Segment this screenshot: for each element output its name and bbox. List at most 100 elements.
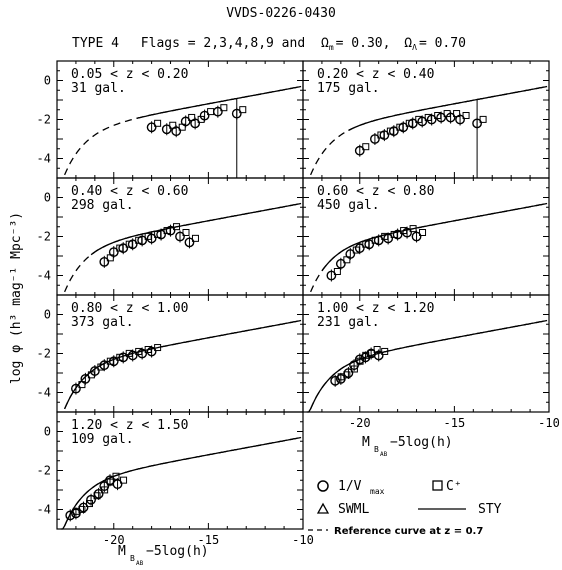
vmax-point [326, 270, 337, 281]
vmax-point [402, 227, 412, 238]
panel-ticks [302, 60, 550, 179]
omega-l-value: = 0.70 [419, 36, 466, 51]
cplus-point [120, 476, 128, 484]
x-label-left-main: M [118, 544, 126, 559]
legend-swml-label: SWML [338, 502, 369, 517]
vmax-point [335, 258, 346, 269]
x-axis-label-right: M B AB −5log(h) [362, 435, 453, 458]
x-tick-label: -10 [538, 416, 560, 430]
vmax-point [373, 235, 384, 246]
x-tick-label: -15 [444, 416, 466, 430]
reference-curve [64, 202, 302, 293]
y-tick-label: 0 [44, 425, 51, 439]
cplus-point [78, 505, 86, 513]
vmax-point [161, 124, 172, 135]
x-label-left-sub1: B [130, 554, 135, 563]
type-label: TYPE 4 [72, 36, 119, 51]
vmax-point [118, 352, 129, 363]
vmax-point [146, 346, 157, 357]
cplus-point [182, 229, 190, 236]
vmax-point [89, 366, 100, 376]
vmax-point [93, 488, 104, 499]
cplus-point [419, 229, 427, 236]
y-tick-label: -2 [37, 347, 51, 361]
vmax-point [388, 126, 399, 137]
cplus-point [462, 112, 470, 119]
sty-curve [306, 319, 548, 413]
vmax-point [146, 122, 157, 133]
vmax-point [71, 383, 81, 394]
y-tick-label: -4 [37, 503, 51, 517]
vmax-point [99, 360, 110, 371]
cplus-point [154, 119, 162, 127]
x-label-left-sub2: AB [136, 560, 144, 567]
legend-vmax-marker [317, 480, 329, 492]
vmax-point [137, 235, 148, 246]
panel-ticks [56, 60, 304, 179]
y-tick-label: -2 [37, 230, 51, 244]
vmax-point [190, 118, 201, 129]
vmax-point [231, 108, 242, 119]
vmax-point [354, 145, 365, 156]
figure-title: VVDS-0226-0430 [226, 6, 336, 21]
cplus-point [93, 492, 101, 500]
panel-galaxy-count: 231 gal. [317, 315, 380, 330]
vmax-point [65, 510, 76, 521]
vmax-point [171, 126, 182, 137]
vmax-point [127, 350, 138, 361]
panel-galaxy-count: 298 gal. [71, 198, 134, 213]
vmax-point [426, 114, 437, 125]
reference-curve [64, 436, 302, 527]
vmax-point [417, 116, 428, 127]
y-tick-label: 0 [44, 308, 51, 322]
reference-curve [310, 202, 548, 293]
reference-curve [310, 319, 548, 410]
y-tick-label: 0 [44, 74, 51, 88]
x-label-right-rest: −5log(h) [390, 435, 453, 450]
vmax-point [71, 508, 81, 519]
panel-galaxy-count: 373 gal. [71, 315, 134, 330]
legend-sty-label: STY [478, 502, 502, 517]
panel-z-range: 0.20 < z < 0.40 [317, 67, 434, 82]
vmax-point [392, 229, 403, 240]
cplus-point [173, 223, 181, 231]
panel-galaxy-count: 175 gal. [317, 81, 380, 96]
legend-cplus-label: C⁺ [446, 479, 462, 494]
vmax-point [86, 494, 96, 505]
cplus-point [343, 371, 351, 379]
vmax-point [398, 122, 409, 133]
x-label-right-sub2: AB [380, 451, 388, 458]
vmax-point [411, 231, 422, 242]
cplus-point [373, 346, 381, 353]
x-tick-label: -10 [292, 533, 314, 547]
vmax-point [184, 237, 195, 248]
x-tick-label: -20 [103, 533, 125, 547]
vmax-point [165, 225, 176, 236]
vmax-point [330, 375, 341, 386]
vmax-point [335, 373, 346, 384]
flags-label: Flags = 2,3,4,8,9 and [141, 36, 305, 51]
x-axis-label-left: M B AB −5log(h) [118, 544, 209, 567]
vmax-point [407, 118, 418, 129]
cplus-point [479, 115, 487, 123]
x-label-left-rest: −5log(h) [146, 544, 209, 559]
panel-galaxy-count: 109 gal. [71, 432, 134, 447]
vmax-point [455, 114, 465, 125]
y-tick-label: -4 [37, 269, 51, 283]
sty-curve [348, 85, 548, 131]
vmax-point [146, 233, 157, 244]
cplus-point [381, 347, 389, 355]
vmax-point [343, 368, 354, 378]
cplus-point [409, 225, 417, 233]
legend-vmax-label: 1/V [338, 479, 362, 494]
legend-cplus-marker [432, 480, 443, 491]
vmax-point [212, 106, 223, 117]
panel-galaxy-count: 450 gal. [317, 198, 380, 213]
vmax-point [99, 256, 110, 267]
vmax-point [472, 118, 482, 129]
vmax-point [99, 481, 110, 491]
